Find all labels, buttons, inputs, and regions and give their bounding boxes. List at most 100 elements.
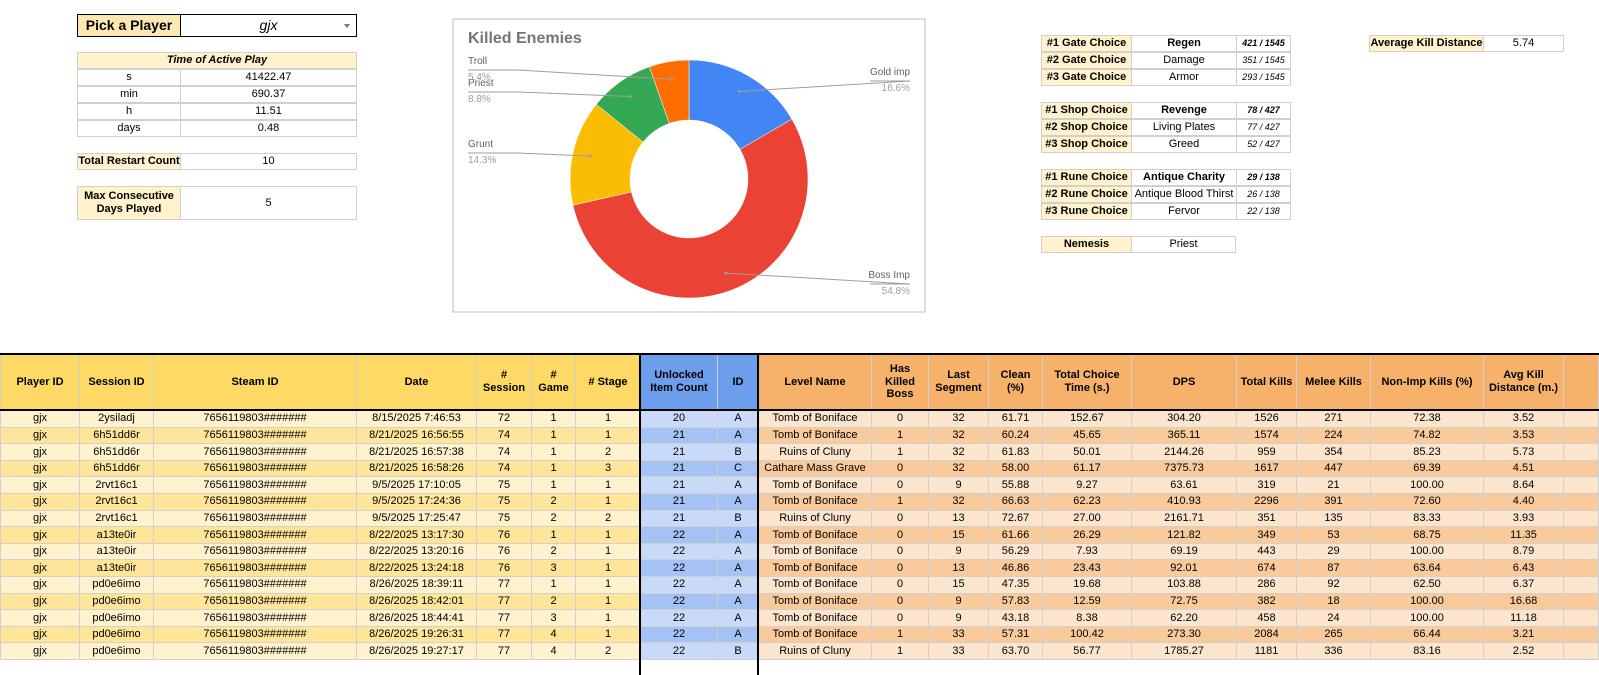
table-cell: 3.21 xyxy=(1483,625,1564,644)
border xyxy=(639,353,641,675)
table-cell: gjx xyxy=(0,642,80,660)
table-cell: A xyxy=(717,559,759,577)
table-cell: 100.00 xyxy=(1370,609,1484,627)
table-cell: 83.16 xyxy=(1370,642,1484,660)
table-cell: 8/26/2025 18:39:11 xyxy=(356,576,477,594)
table-cell: 0 xyxy=(871,609,929,627)
table-cell: 21 xyxy=(640,493,718,511)
table-cell: 32 xyxy=(928,426,989,445)
empty-cell xyxy=(1563,559,1599,577)
table-cell: 2 xyxy=(531,542,576,561)
table-cell: 382 xyxy=(1236,592,1297,611)
table-cell: 410.93 xyxy=(1131,493,1237,511)
donut-slice xyxy=(572,118,809,299)
table-cell: 26.29 xyxy=(1042,526,1132,544)
table-cell: 1 xyxy=(531,526,576,544)
stat-label: Average Kill Distance xyxy=(1369,35,1484,52)
table-cell: Ruins of Cluny xyxy=(758,509,872,528)
column-header: Avg Kill Distance (m.) xyxy=(1483,354,1564,410)
table-cell: 3 xyxy=(531,609,576,627)
table-cell: 53 xyxy=(1296,526,1371,544)
table-cell: 1 xyxy=(575,526,641,544)
dropdown-arrow[interactable] xyxy=(344,24,350,28)
table-cell: 458 xyxy=(1236,609,1297,627)
table-cell: 135 xyxy=(1296,509,1371,528)
choice-ratio: 77 / 427 xyxy=(1236,119,1291,136)
table-cell: 7656119803####### xyxy=(153,592,357,611)
slice-value-label: 14.3% xyxy=(468,155,496,166)
table-cell: 2 xyxy=(531,509,576,528)
table-cell: 74 xyxy=(476,459,532,478)
slice-label: Troll xyxy=(468,56,487,67)
table-cell: gjx xyxy=(0,609,80,627)
table-cell: 7656119803####### xyxy=(153,542,357,561)
table-cell: 443 xyxy=(1236,542,1297,561)
table-cell: 61.66 xyxy=(988,526,1043,544)
table-cell: 7656119803####### xyxy=(153,625,357,644)
table-cell: gjx xyxy=(0,592,80,611)
table-cell: 0 xyxy=(871,559,929,577)
leader-dot xyxy=(670,77,674,81)
table-cell: 63.64 xyxy=(1370,559,1484,577)
table-cell: 75 xyxy=(476,476,532,494)
slice-label: Priest xyxy=(468,78,494,89)
table-cell: 1 xyxy=(871,426,929,445)
table-cell: 9.27 xyxy=(1042,476,1132,494)
table-cell: 0 xyxy=(871,526,929,544)
table-cell: 959 xyxy=(1236,443,1297,461)
section-title: Time of Active Play xyxy=(77,52,357,69)
table-cell: 7375.73 xyxy=(1131,459,1237,478)
table-cell: 61.71 xyxy=(988,410,1043,428)
table-cell: 391 xyxy=(1296,493,1371,511)
table-cell: pd0e6imo xyxy=(79,592,154,611)
choice-label: #2 Shop Choice xyxy=(1041,119,1132,136)
table-cell: 8.64 xyxy=(1483,476,1564,494)
table-cell: 7656119803####### xyxy=(153,526,357,544)
row-value: 5 xyxy=(180,186,357,220)
slice-label: Boss Imp xyxy=(868,270,910,281)
table-cell: 21 xyxy=(640,459,718,478)
column-header: Unlocked Item Count xyxy=(640,354,718,410)
choice-label: #1 Shop Choice xyxy=(1041,102,1132,119)
table-cell: 1 xyxy=(575,542,641,561)
player-dropdown[interactable]: gjx xyxy=(180,14,357,37)
table-cell: pd0e6imo xyxy=(79,642,154,660)
table-cell: 62.50 xyxy=(1370,576,1484,594)
table-cell: B xyxy=(717,642,759,660)
column-header: Player ID xyxy=(0,354,80,410)
table-cell: A xyxy=(717,576,759,594)
table-cell: 1181 xyxy=(1236,642,1297,660)
table-cell: 22 xyxy=(640,625,718,644)
table-cell: gjx xyxy=(0,576,80,594)
table-cell: A xyxy=(717,526,759,544)
column-header: # Session xyxy=(476,354,532,410)
nemesis-value: Priest xyxy=(1131,236,1236,253)
table-cell: Tomb of Boniface xyxy=(758,526,872,544)
table-cell: gjx xyxy=(0,476,80,494)
table-cell: gjx xyxy=(0,526,80,544)
choice-name: Antique Blood Thirst xyxy=(1131,186,1237,203)
table-cell: 5.73 xyxy=(1483,443,1564,461)
table-cell: 72.38 xyxy=(1370,410,1484,428)
table-cell: 4.40 xyxy=(1483,493,1564,511)
table-cell: 8/21/2025 16:57:38 xyxy=(356,443,477,461)
table-cell: 60.24 xyxy=(988,426,1043,445)
table-cell: 1 xyxy=(575,410,641,428)
table-cell: 304.20 xyxy=(1131,410,1237,428)
table-cell: 3.53 xyxy=(1483,426,1564,445)
table-cell: A xyxy=(717,426,759,445)
picker-label: Pick a Player xyxy=(77,14,181,37)
table-cell: 45.65 xyxy=(1042,426,1132,445)
table-cell: 1 xyxy=(871,625,929,644)
table-cell: 23.43 xyxy=(1042,559,1132,577)
column-header: Total Kills xyxy=(1236,354,1297,410)
choice-ratio: 26 / 138 xyxy=(1236,186,1291,203)
table-cell: 85.23 xyxy=(1370,443,1484,461)
choice-name: Fervor xyxy=(1131,203,1237,220)
column-header: Has Killed Boss xyxy=(871,354,929,410)
choice-name: Greed xyxy=(1131,136,1237,153)
table-cell: 9/5/2025 17:24:36 xyxy=(356,493,477,511)
table-cell: 0 xyxy=(871,509,929,528)
table-cell: 7.93 xyxy=(1042,542,1132,561)
